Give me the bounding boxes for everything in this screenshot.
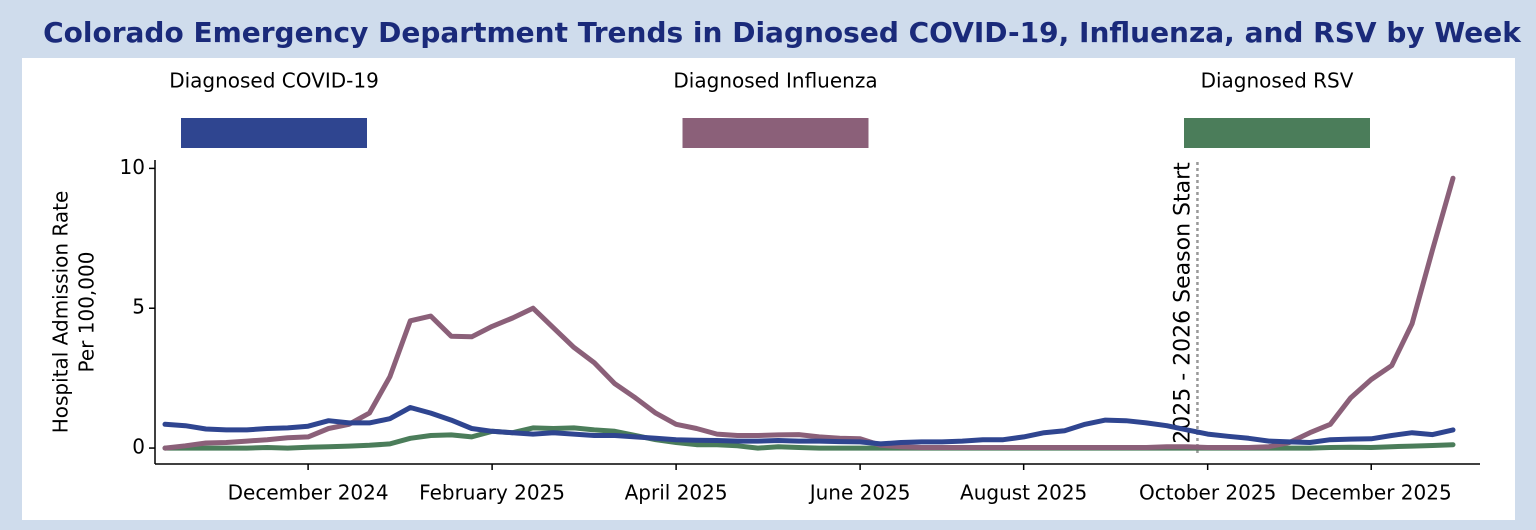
x-tick-label: April 2025 [625, 481, 728, 505]
y-tick-label: 0 [132, 435, 145, 459]
legend-swatch [1184, 118, 1370, 148]
y-tick-label: 10 [120, 155, 145, 179]
legend-swatch [682, 118, 869, 148]
y-axis-label: Hospital Admission Rate [49, 191, 73, 434]
legend-label: Diagnosed RSV [1201, 69, 1354, 93]
y-axis-label: Per 100,000 [75, 252, 99, 373]
legend-swatch [181, 118, 367, 148]
chart-title: Colorado Emergency Department Trends in … [43, 16, 1522, 49]
series-line [162, 405, 1456, 447]
x-tick-label: June 2025 [808, 481, 911, 505]
legend-label: Diagnosed Influenza [673, 69, 877, 93]
series-line [162, 175, 1456, 451]
x-tick-label: October 2025 [1139, 481, 1276, 505]
x-tick-label: December 2025 [1291, 481, 1452, 505]
x-tick-label: December 2024 [228, 481, 389, 505]
x-tick-label: August 2025 [960, 481, 1087, 505]
y-tick-label: 5 [132, 295, 145, 319]
annotation-label: 2025 - 2026 Season Start [1170, 162, 1195, 444]
legend-label: Diagnosed COVID-19 [169, 69, 379, 93]
x-tick-label: February 2025 [419, 481, 565, 505]
